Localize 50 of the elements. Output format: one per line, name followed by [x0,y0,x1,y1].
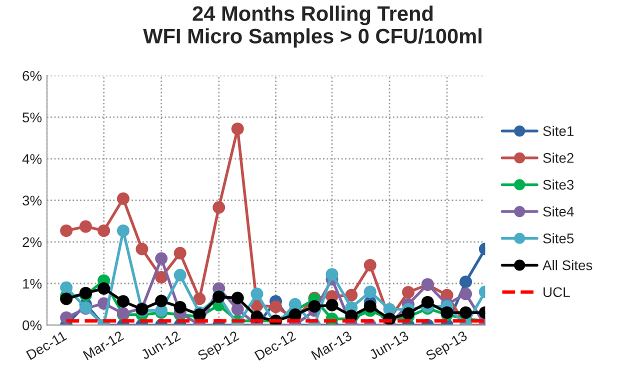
point [231,303,244,316]
point [231,122,244,136]
point [460,276,472,288]
point [174,300,186,314]
point [60,292,73,306]
point [79,220,92,233]
point [60,224,73,237]
legend-label: Site1 [543,126,574,136]
point [269,300,282,314]
point [345,288,358,302]
point [402,286,415,298]
point [364,286,376,298]
point [308,300,321,313]
y-tick-label: 1% [23,278,42,289]
legend-label: Site3 [543,180,574,190]
point [116,295,130,308]
legend-label: UCL [544,287,570,298]
legend-label: Site5 [543,233,574,244]
chart-title: 24 Months Rolling Trend WFI Micro Samples > 0 CFU/100ml [143,6,482,48]
y-tick-label: 0% [22,320,42,330]
point [60,281,73,294]
point [116,224,130,237]
point [402,307,415,320]
point [98,282,110,295]
point [212,201,226,214]
legend-label: All Sites [542,260,592,270]
point [98,224,110,237]
point [193,292,206,306]
point [155,294,168,308]
point [136,242,148,256]
point [250,288,264,300]
point [231,292,244,304]
legend-label: Site4 [543,206,574,217]
point [364,300,376,313]
y-tick-label: 3% [22,196,42,206]
point [460,288,472,300]
point [326,268,338,281]
point [174,268,186,282]
y-tick-label: 6% [22,70,42,81]
y-tick-label: 2% [22,237,42,248]
point [326,298,338,312]
point [174,246,186,260]
point [116,192,130,205]
y-tick-label: 5% [22,112,42,122]
point [155,252,168,265]
point [460,306,472,319]
point [364,258,376,272]
y-tick-label: 4% [22,154,42,164]
point [421,296,434,308]
legend-label: Site2 [543,152,574,163]
